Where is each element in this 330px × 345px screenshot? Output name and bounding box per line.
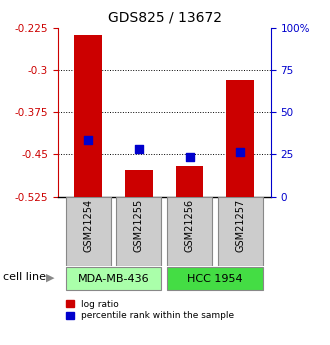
Text: GSM21255: GSM21255 bbox=[134, 199, 144, 252]
Bar bbox=[167, 267, 263, 290]
Text: ▶: ▶ bbox=[46, 272, 54, 282]
Bar bbox=[176, 166, 204, 197]
Point bbox=[85, 138, 91, 143]
Bar bbox=[74, 35, 102, 197]
Text: cell line: cell line bbox=[3, 272, 46, 282]
Text: MDA-MB-436: MDA-MB-436 bbox=[78, 274, 149, 284]
Bar bbox=[125, 170, 153, 197]
Legend: log ratio, percentile rank within the sample: log ratio, percentile rank within the sa… bbox=[62, 296, 238, 324]
Point bbox=[136, 146, 142, 151]
Bar bbox=[116, 197, 161, 266]
Point bbox=[187, 155, 192, 160]
Bar bbox=[66, 267, 161, 290]
Point bbox=[238, 149, 243, 154]
Text: GSM21256: GSM21256 bbox=[184, 199, 194, 252]
Bar bbox=[66, 197, 111, 266]
Bar bbox=[226, 80, 254, 197]
Text: HCC 1954: HCC 1954 bbox=[187, 274, 243, 284]
Text: GSM21254: GSM21254 bbox=[83, 199, 93, 252]
Bar bbox=[167, 197, 212, 266]
Text: GDS825 / 13672: GDS825 / 13672 bbox=[108, 10, 222, 24]
Bar bbox=[218, 197, 263, 266]
Text: GSM21257: GSM21257 bbox=[235, 199, 245, 252]
